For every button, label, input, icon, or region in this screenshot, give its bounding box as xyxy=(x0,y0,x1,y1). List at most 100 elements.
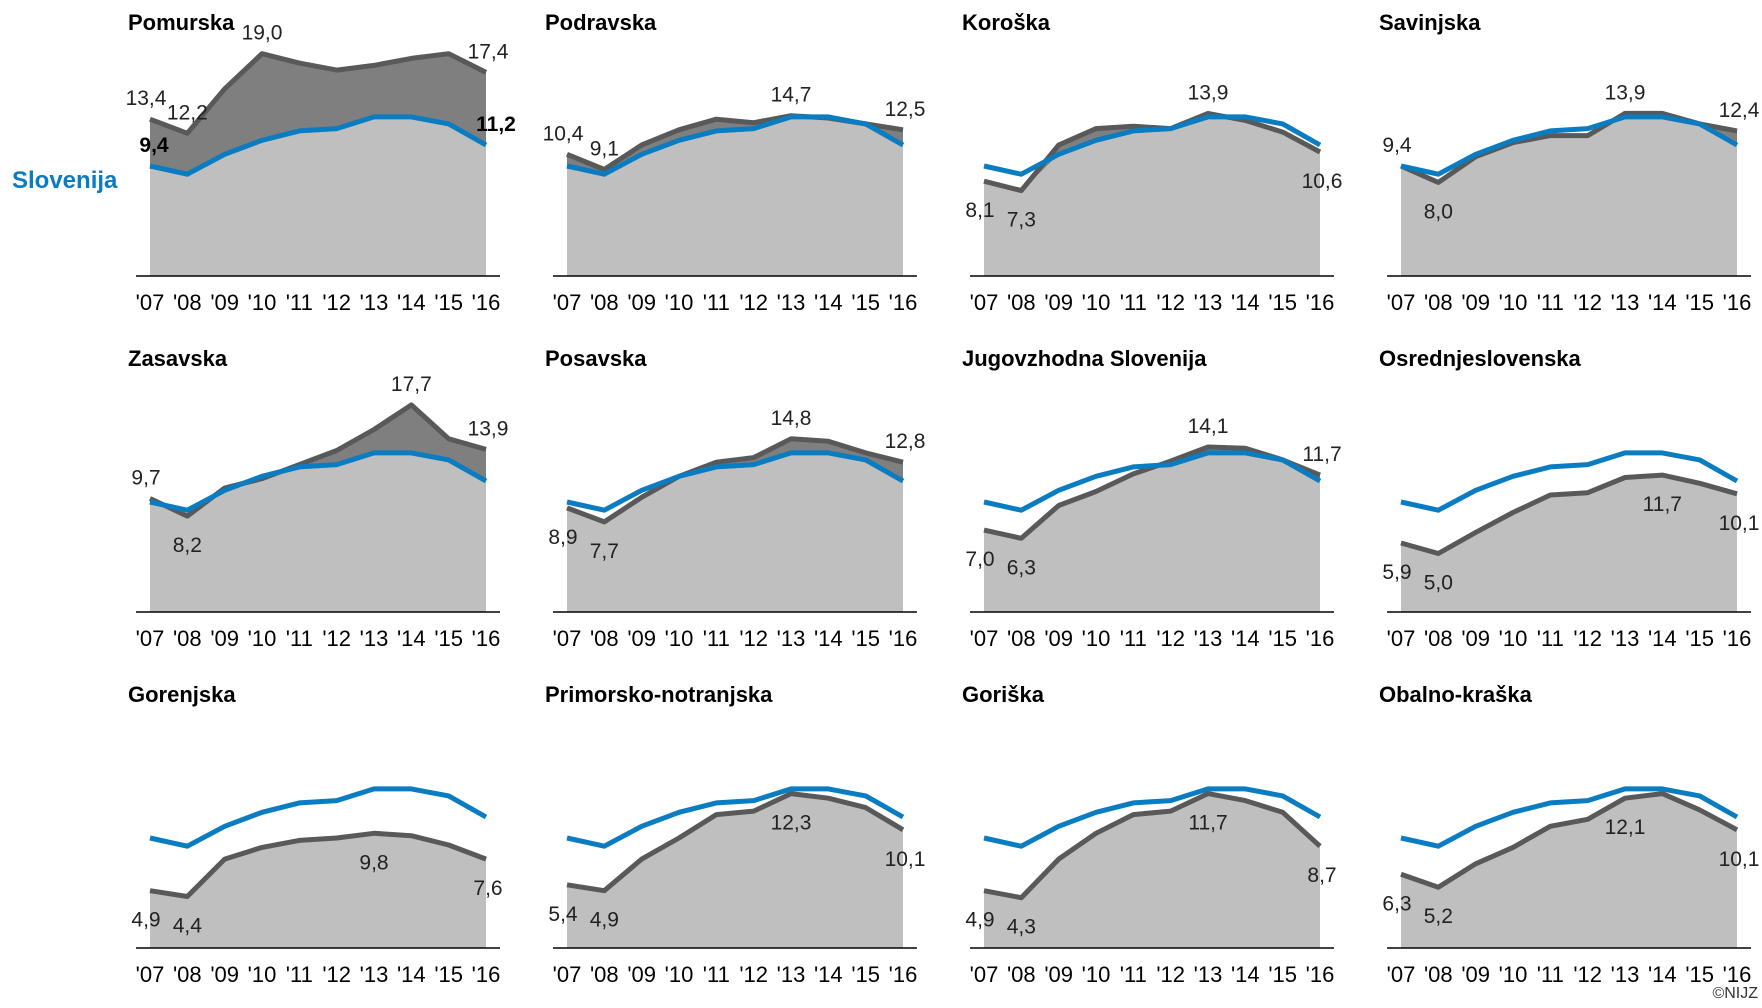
x-tick-label: '16 xyxy=(1723,290,1752,315)
x-tick-label: '11 xyxy=(1537,626,1564,651)
x-tick-label: '07 xyxy=(553,962,582,987)
x-tick-label: '08 xyxy=(590,962,619,987)
x-tick-label: '08 xyxy=(173,626,202,651)
x-tick-label: '14 xyxy=(397,290,426,315)
x-tick-label: '15 xyxy=(1685,626,1714,651)
panel-4: Savinjska '07 '08 '09 '10 '11 '12 '13 '14 '15 '16 9… xyxy=(1379,10,1760,315)
x-tick-label: '07 xyxy=(136,290,165,315)
x-tick-label: '12 xyxy=(739,290,768,315)
slovenia-line xyxy=(983,786,1322,849)
x-tick-label: '15 xyxy=(434,626,463,651)
panel-11: Goriška '07 '08 '09 '10 '11 '12 '13 '14 '15 '16 4,9… xyxy=(962,682,1337,987)
x-tick-label: '12 xyxy=(1156,962,1185,987)
x-tick-label: '14 xyxy=(397,962,426,987)
data-label: 9,8 xyxy=(359,851,388,874)
panel-title: Pomurska xyxy=(128,10,235,35)
data-label: 10,6 xyxy=(1302,170,1343,193)
x-tick-label: '15 xyxy=(1268,290,1297,315)
slovenia-series-label: Slovenija xyxy=(12,167,118,194)
x-tick-label: '10 xyxy=(1082,962,1111,987)
x-tick-label: '07 xyxy=(553,626,582,651)
data-label: 12,3 xyxy=(771,812,812,835)
x-tick-label: '13 xyxy=(777,626,806,651)
data-label: 17,4 xyxy=(468,40,509,63)
region-area xyxy=(567,116,903,277)
x-tick-label: '13 xyxy=(1611,626,1640,651)
data-label: 12,1 xyxy=(1605,816,1646,839)
x-tick-label: '14 xyxy=(397,626,426,651)
x-tick-label: '09 xyxy=(1044,962,1073,987)
x-tick-label: '13 xyxy=(777,290,806,315)
panel-8: Osrednjeslovenska '07 '08 '09 '10 '11 '12 '13 '1… xyxy=(1379,346,1759,651)
slovenia-line xyxy=(1400,450,1739,513)
region-line xyxy=(566,436,904,525)
x-tick-label: '11 xyxy=(1537,962,1564,987)
data-label: 8,2 xyxy=(173,534,202,557)
x-tick-label: '13 xyxy=(360,962,389,987)
x-tick-label: '08 xyxy=(590,290,619,315)
region-area xyxy=(150,116,486,277)
panel-title: Koroška xyxy=(962,10,1051,35)
x-tick-label: '16 xyxy=(472,626,501,651)
x-tick-label: '07 xyxy=(970,962,999,987)
x-tick-label: '07 xyxy=(136,962,165,987)
data-label: 5,4 xyxy=(548,903,578,926)
x-tick-label: '14 xyxy=(1648,626,1677,651)
data-label: 5,0 xyxy=(1424,572,1453,595)
x-tick-label: '08 xyxy=(1007,626,1036,651)
region-area xyxy=(984,116,1320,277)
region-line xyxy=(1400,472,1738,556)
x-tick-label: '12 xyxy=(322,962,351,987)
slovenia-line xyxy=(983,450,1322,513)
region-area xyxy=(567,452,903,612)
data-label: 10,1 xyxy=(885,848,926,871)
panel-title: Jugovzhodna Slovenija xyxy=(962,346,1207,371)
x-tick-label: '09 xyxy=(627,626,656,651)
x-tick-label: '10 xyxy=(1499,626,1528,651)
slovenia-line xyxy=(983,114,1322,177)
region-line xyxy=(149,51,488,136)
data-label: 9,1 xyxy=(590,138,619,161)
x-tick-label: '07 xyxy=(970,290,999,315)
data-label: 7,7 xyxy=(590,540,619,563)
data-label: 13,9 xyxy=(1605,81,1646,104)
panel-9: Gorenjska '07 '08 '09 '10 '11 '12 '13 '14 '15 '16 4… xyxy=(128,682,503,987)
data-label: 14,1 xyxy=(1188,415,1229,438)
data-label: 6,3 xyxy=(1007,556,1036,579)
x-tick-label: '15 xyxy=(1685,962,1714,987)
data-label: 11,7 xyxy=(1302,443,1341,466)
x-tick-label: '12 xyxy=(1573,962,1602,987)
region-area xyxy=(1401,116,1737,277)
x-tick-label: '09 xyxy=(1044,290,1073,315)
slovenia-line xyxy=(1400,114,1739,177)
panel-title: Podravska xyxy=(545,10,657,35)
panel-title: Osrednjeslovenska xyxy=(1379,346,1582,371)
data-label: 5,2 xyxy=(1424,905,1453,928)
slovenia-line xyxy=(149,114,488,177)
x-tick-label: '10 xyxy=(1499,290,1528,315)
panel-title: Zasavska xyxy=(128,346,228,371)
data-label: 4,4 xyxy=(173,915,203,938)
region-line xyxy=(149,830,487,899)
panel-title: Goriška xyxy=(962,682,1045,707)
x-tick-label: '08 xyxy=(1007,962,1036,987)
panel-10: Primorsko-notranjska '07 '08 '09 '10 '11 '12 '1… xyxy=(545,682,925,987)
x-tick-label: '09 xyxy=(1461,626,1490,651)
data-label: 11,7 xyxy=(1643,493,1682,516)
x-tick-label: '11 xyxy=(1537,290,1564,315)
region-area xyxy=(150,833,486,948)
data-label: 7,6 xyxy=(473,877,502,900)
x-tick-label: '08 xyxy=(1007,290,1036,315)
region-line xyxy=(983,791,1322,901)
panel-3: Koroška '07 '08 '09 '10 '11 '12 '13 '14 '15 '16 8,1… xyxy=(962,10,1342,315)
x-tick-label: '14 xyxy=(1231,290,1260,315)
x-tick-label: '10 xyxy=(1499,962,1528,987)
x-tick-label: '12 xyxy=(1573,626,1602,651)
data-label: 7,0 xyxy=(965,548,994,571)
region-area xyxy=(1401,793,1737,948)
panel-5: Zasavska '07 '08 '09 '10 '11 '12 '13 '14 '15 '16 9,… xyxy=(128,346,508,651)
slovenia-line xyxy=(566,786,905,849)
panels-layer: Pomurska '07 '08 '09 '10 '11 '12 '13 '14 '15 '16 13… xyxy=(126,10,1760,987)
slovenia-line xyxy=(149,786,488,849)
